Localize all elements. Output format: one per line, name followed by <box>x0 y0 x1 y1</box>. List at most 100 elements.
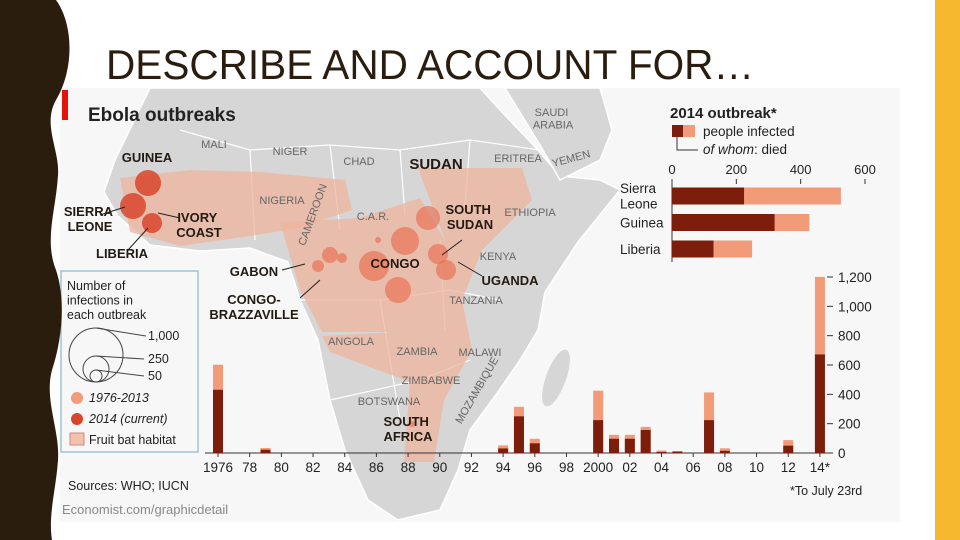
country-label: ZAMBIA <box>397 346 439 358</box>
x-tick-label: 200 <box>725 162 747 177</box>
map-label: UGANDA <box>481 273 539 288</box>
outbreak-circle <box>375 237 381 243</box>
x-tick-label: 600 <box>854 162 876 177</box>
legend-swatch <box>672 125 683 137</box>
outbreak-circle <box>428 244 448 264</box>
legend-swatch <box>683 125 695 137</box>
x-tick-label: 02 <box>622 460 637 475</box>
x-tick-label: 08 <box>717 460 732 475</box>
outbreak-circle <box>312 260 324 272</box>
bar <box>640 429 651 453</box>
sources: Sources: WHO; IUCN <box>68 479 189 493</box>
footnote: *To July 23rd <box>790 484 862 498</box>
bar <box>656 451 667 453</box>
legend-item: 1976-2013 <box>89 391 149 405</box>
x-tick-label: 400 <box>790 162 812 177</box>
country-label: BOTSWANA <box>358 396 421 408</box>
y-tick-label: 800 <box>838 329 861 344</box>
category-label: Guinea <box>620 216 664 231</box>
legend-box <box>60 270 199 453</box>
map-label: IVORY COAST <box>176 210 222 240</box>
legend-bracket <box>676 137 698 151</box>
outbreak-circle <box>409 421 415 427</box>
bar <box>672 240 714 258</box>
left-band <box>0 0 70 540</box>
infographic-title: Ebola outbreaks <box>88 105 236 126</box>
outbreak-circle <box>120 193 146 219</box>
legend-item: of whom: died <box>703 142 787 157</box>
country-label: CHAD <box>343 156 374 168</box>
country-label: ZIMBABWE <box>402 375 461 387</box>
legend-size: 50 <box>148 369 162 383</box>
country-label: ANGOLA <box>328 336 375 348</box>
legend-swatch <box>71 413 83 425</box>
country-label: MALAWI <box>459 347 502 359</box>
arabia-land <box>503 87 613 181</box>
y-tick-label: 600 <box>838 358 861 373</box>
map-label: SOUTH SUDAN <box>445 202 494 232</box>
x-tick-label: 86 <box>369 460 384 475</box>
x-tick-label: 0 <box>668 162 675 177</box>
outbreak-circle <box>385 277 411 303</box>
map-label: SOUTH AFRICA <box>383 414 433 444</box>
country-label: ERITREA <box>494 153 542 165</box>
y-tick-label: 0 <box>838 446 846 461</box>
url: Economist.com/graphicdetail <box>62 502 228 517</box>
legend-item: Fruit bat habitat <box>89 433 176 447</box>
map-label: GABON <box>230 264 278 279</box>
madagascar <box>542 349 570 407</box>
x-tick-label: 92 <box>464 460 479 475</box>
y-tick-label: 1,200 <box>838 270 872 285</box>
outbreak-circle <box>436 260 456 280</box>
bar <box>719 448 730 453</box>
bar <box>814 354 825 453</box>
country-label: C.A.R. <box>357 211 389 223</box>
map-label: GUINEA <box>122 150 173 165</box>
outbreak-circle <box>416 206 440 230</box>
x-tick-label: 82 <box>306 460 321 475</box>
bar <box>719 450 730 453</box>
map-label: CONGO-BRAZZAVILLE <box>209 292 299 322</box>
map-label: SIERRA LEONE <box>64 204 116 234</box>
legend-title: Number of infections in each outbreak <box>67 279 147 322</box>
outbreak-circle <box>135 170 161 196</box>
bar <box>672 187 745 205</box>
x-tick-label: 90 <box>432 460 447 475</box>
country-label: NIGERIA <box>259 195 305 207</box>
x-tick-label: 1976 <box>203 460 233 475</box>
x-tick-label: 2000 <box>583 460 613 475</box>
bar <box>704 420 715 453</box>
country-label: KENYA <box>480 251 517 263</box>
bar <box>783 445 794 453</box>
y-tick-label: 400 <box>838 387 861 402</box>
title-accent <box>62 90 68 120</box>
outbreak-circle <box>337 253 347 263</box>
outbreak-circle <box>322 247 338 263</box>
x-tick-label: 94 <box>496 460 512 475</box>
legend-size: 1,000 <box>148 329 179 343</box>
legend-swatch <box>71 392 83 404</box>
outbreak-circles <box>120 170 456 427</box>
bar <box>260 449 271 453</box>
legend-circles <box>68 327 147 383</box>
slide-title: DESCRIBE AND ACCOUNT FOR… <box>106 41 754 88</box>
bar <box>672 451 683 453</box>
x-tick-label: 84 <box>337 460 353 475</box>
x-tick-label: 10 <box>749 460 764 475</box>
legend-swatch <box>69 432 85 446</box>
x-tick-label: 12 <box>781 460 796 475</box>
category-label: Liberia <box>620 242 661 257</box>
bar <box>672 214 775 231</box>
country-label: NIGER <box>273 146 308 158</box>
legend-size: 250 <box>148 352 169 366</box>
map-label: CONGO <box>370 256 419 271</box>
legend-item: 2014 (current) <box>88 412 168 426</box>
chart-title: 2014 outbreak* <box>670 105 777 122</box>
country-label: MALI <box>201 139 227 151</box>
map-label: SUDAN <box>409 156 462 173</box>
x-tick-label: 04 <box>654 460 670 475</box>
outbreak-circle <box>391 227 419 255</box>
y-tick-label: 1,000 <box>838 299 872 314</box>
